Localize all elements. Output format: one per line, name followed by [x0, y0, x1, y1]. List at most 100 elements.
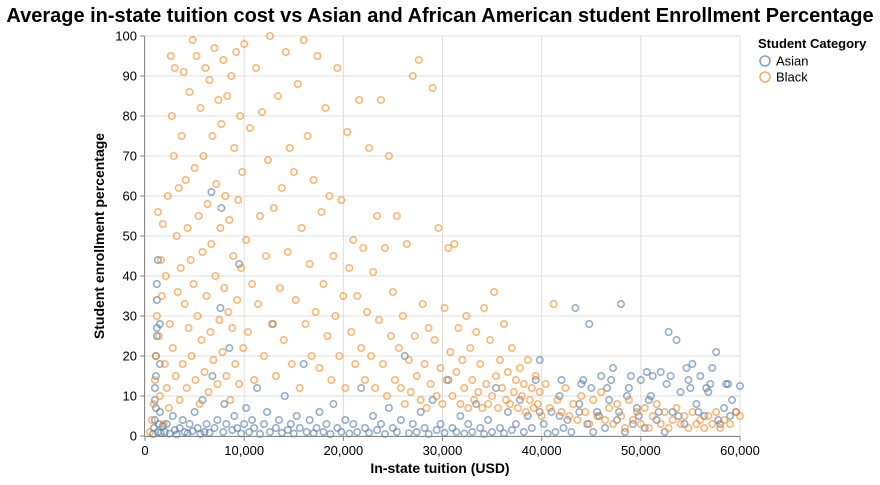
y-tick-label: 20	[123, 349, 137, 364]
data-point-asian	[666, 371, 675, 380]
data-point-asian	[286, 419, 295, 428]
data-point-black	[373, 212, 382, 221]
data-point-black	[726, 419, 735, 428]
data-point-black	[644, 423, 653, 432]
data-point-asian	[326, 429, 335, 438]
data-point-asian	[620, 427, 629, 436]
data-point-asian	[150, 415, 159, 424]
data-point-asian	[614, 407, 623, 416]
data-point-black	[382, 391, 391, 400]
data-point-black	[458, 355, 467, 364]
data-point-black	[396, 383, 405, 392]
data-point-black	[392, 212, 401, 221]
data-point-asian	[262, 407, 271, 416]
data-point-black	[252, 64, 261, 73]
data-point-asian	[499, 429, 508, 438]
data-point-asian	[535, 407, 544, 416]
data-point-black	[573, 415, 582, 424]
data-point-black	[212, 180, 221, 189]
data-point-asian	[216, 303, 225, 312]
data-point-black	[478, 403, 487, 412]
data-point-black	[177, 132, 186, 141]
data-point-black	[327, 375, 336, 384]
data-point-black	[151, 351, 160, 360]
data-point-black	[376, 96, 385, 105]
data-point-asian	[302, 427, 311, 436]
data-point-asian	[412, 427, 421, 436]
y-tick-label: 90	[123, 69, 137, 84]
data-point-asian	[557, 375, 566, 384]
data-point-black	[466, 343, 475, 352]
data-point-black	[149, 399, 158, 408]
data-point-asian	[416, 407, 425, 416]
data-point-asian	[155, 407, 164, 416]
data-point-asian	[535, 355, 544, 364]
data-point-black	[712, 407, 721, 416]
data-point-black	[652, 399, 661, 408]
data-point-asian	[154, 419, 163, 428]
data-point-asian	[155, 319, 164, 328]
data-point-asian	[172, 430, 181, 439]
data-point-asian	[424, 429, 433, 438]
data-point-black	[731, 407, 740, 416]
data-point-black	[206, 327, 215, 336]
data-point-asian	[603, 383, 612, 392]
data-point-asian	[200, 427, 209, 436]
data-point-asian	[217, 204, 226, 213]
data-point-black	[398, 311, 407, 320]
data-point-asian	[168, 411, 177, 420]
data-point-asian	[235, 259, 244, 268]
data-point-black	[400, 399, 409, 408]
data-point-black	[191, 375, 200, 384]
data-point-asian	[205, 428, 214, 437]
data-point-black	[181, 176, 190, 185]
data-point-black	[363, 307, 372, 316]
y-tick-label: 40	[123, 269, 137, 284]
data-point-black	[201, 64, 210, 73]
data-point-black	[507, 343, 516, 352]
data-point-black	[462, 311, 471, 320]
legend-symbol-asian	[759, 55, 771, 67]
x-tick-label: 0	[141, 443, 148, 458]
data-point-asian	[726, 411, 735, 420]
data-point-black	[513, 403, 522, 412]
data-point-asian	[295, 423, 304, 432]
data-point-black	[217, 120, 226, 129]
legend-title: Student Category	[758, 36, 867, 51]
x-tick-label: 40,000	[522, 443, 562, 458]
data-point-black	[380, 244, 389, 253]
data-point-asian	[672, 335, 681, 344]
data-point-black	[656, 419, 665, 428]
data-point-black	[684, 423, 693, 432]
data-point-asian	[280, 391, 289, 400]
data-point-asian	[420, 423, 429, 432]
data-point-black	[170, 64, 179, 73]
data-point-black	[167, 112, 176, 121]
data-point-black	[505, 399, 514, 408]
data-point-asian	[636, 375, 645, 384]
data-point-black	[323, 331, 332, 340]
data-point-asian	[728, 395, 737, 404]
data-point-black	[484, 399, 493, 408]
data-point-asian	[456, 411, 465, 420]
data-point-black	[589, 395, 598, 404]
x-tick-label: 30,000	[423, 443, 463, 458]
data-point-black	[273, 92, 282, 101]
data-point-black	[452, 367, 461, 376]
data-point-asian	[476, 423, 485, 432]
data-point-black	[535, 387, 544, 396]
data-point-asian	[253, 383, 262, 392]
data-point-asian	[315, 407, 324, 416]
data-point-black	[317, 208, 326, 217]
data-point-black	[628, 415, 637, 424]
data-point-asian	[156, 428, 165, 437]
data-point-asian	[153, 255, 162, 264]
data-point-black	[446, 347, 455, 356]
data-point-black	[169, 152, 178, 161]
data-point-black	[329, 252, 338, 261]
data-point-black	[187, 351, 196, 360]
data-point-black	[190, 164, 199, 173]
data-point-black	[515, 363, 524, 372]
y-tick-label: 70	[123, 149, 137, 164]
data-point-black	[569, 399, 578, 408]
